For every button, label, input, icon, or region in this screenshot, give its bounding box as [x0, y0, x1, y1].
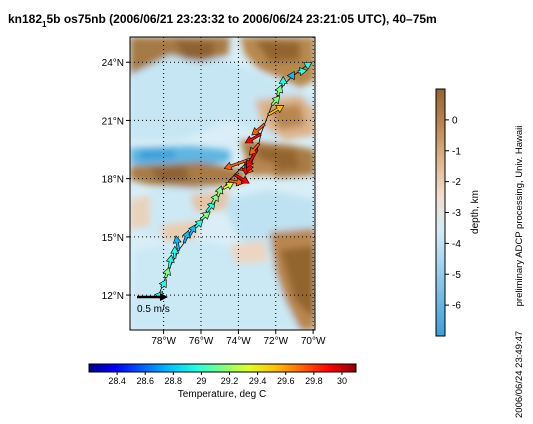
current-vector: [274, 84, 284, 96]
temp-tick-label: 29.4: [249, 376, 267, 386]
map-frame: [129, 36, 316, 331]
temp-tick-label: 29: [196, 376, 206, 386]
lon-tick-labels: 78°W 76°W 74°W 72°W 70°W: [151, 330, 326, 347]
current-vector: [165, 254, 175, 269]
current-vector: [228, 177, 245, 187]
current-vector: [214, 185, 224, 197]
depth-colorbar-ticks: 0 -1 -2 -3 -4 -5 -6: [445, 115, 461, 312]
current-vector: [188, 223, 197, 236]
current-vector: [222, 182, 235, 190]
current-vector: [286, 70, 295, 81]
depth-tick-label: -6: [452, 301, 461, 312]
current-vector: [172, 235, 182, 252]
current-vector: [248, 142, 261, 156]
current-vector: [267, 105, 285, 117]
current-vector: [158, 278, 167, 289]
current-vector: [210, 192, 219, 205]
depth-colorbar-label: depth, km: [470, 190, 481, 234]
figure-title: kn18215b os75nb (2006/06/21 23:23:32 to …: [8, 12, 437, 29]
depth-tick-label: -1: [452, 146, 461, 157]
depth-tick-label: -4: [452, 239, 461, 250]
current-vector: [182, 229, 191, 244]
current-vector: [270, 95, 281, 107]
current-vector: [170, 245, 180, 259]
bathymetry-shading: [130, 37, 315, 330]
current-vector: [244, 132, 262, 144]
lon-tick-label: 72°W: [263, 336, 288, 347]
temp-tick-label: 29.2: [221, 376, 239, 386]
current-vector: [162, 266, 171, 279]
depth-tick-label: -5: [452, 270, 461, 281]
lat-tick-label: 21°N: [102, 116, 124, 127]
lat-tick-label: 18°N: [102, 175, 124, 186]
current-vectors: [154, 62, 313, 300]
depth-tick-label: -2: [452, 177, 461, 188]
current-vector: [199, 211, 211, 221]
current-vector: [278, 75, 288, 86]
lon-tick-label: 76°W: [189, 336, 214, 347]
temp-tick-label: 29.8: [305, 376, 323, 386]
temperature-colorbar-ticks: 28.4 28.6 28.8 29 29.2 29.4 29.6 29.8 30: [108, 372, 347, 386]
current-vector: [194, 219, 204, 229]
processing-note: preliminary ADCP processing, Univ. Hawai…: [514, 126, 525, 307]
lon-tick-label: 70°W: [301, 336, 326, 347]
current-vector: [303, 62, 313, 71]
current-vector: [297, 67, 308, 77]
lat-tick-label: 24°N: [102, 58, 124, 69]
temp-tick-label: 29.6: [277, 376, 295, 386]
temp-tick-label: 30: [337, 376, 347, 386]
map-panel: 12°N 15°N 18°N 21°N 24°N 78°W 76°W 74°W 72°W 70°…: [102, 36, 326, 347]
current-vector: [251, 122, 266, 136]
depth-colorbar: 0 -1 -2 -3 -4 -5 -6 depth, km: [435, 88, 481, 337]
temperature-colorbar: 28.4 28.6 28.8 29 29.2 29.4 29.6 29.8 30 Tempera…: [88, 363, 357, 400]
lat-tick-labels: 12°N 15°N 18°N 21°N 24°N: [102, 58, 130, 302]
scale-arrow-label: 0.5 m/s: [137, 304, 170, 315]
temp-tick-label: 28.6: [136, 376, 154, 386]
temp-tick-label: 28.4: [108, 376, 126, 386]
temperature-colorbar-label: Temperature, deg C: [178, 389, 266, 400]
lat-tick-label: 12°N: [102, 291, 124, 302]
current-vector: [233, 173, 250, 184]
lon-tick-label: 78°W: [151, 336, 176, 347]
lon-tick-label: 74°W: [226, 336, 251, 347]
lat-tick-label: 15°N: [102, 233, 124, 244]
scale-arrow: 0.5 m/s: [137, 293, 170, 315]
temp-tick-label: 28.8: [165, 376, 183, 386]
depth-tick-label: 0: [452, 115, 458, 126]
timestamp-note: 2006/06/24 23:49:47: [514, 331, 525, 418]
depth-tick-label: -3: [452, 208, 461, 219]
